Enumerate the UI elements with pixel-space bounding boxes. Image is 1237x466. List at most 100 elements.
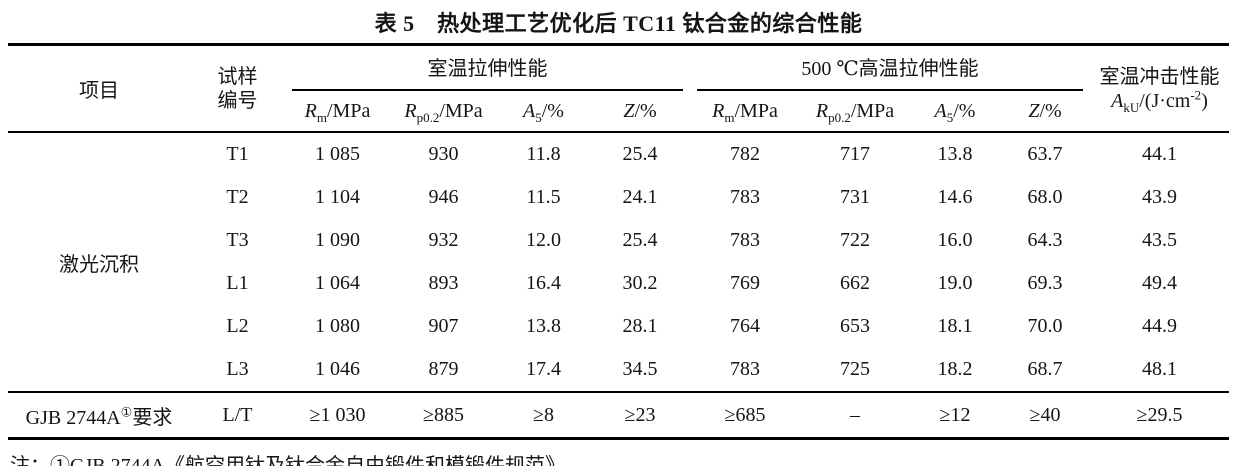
impact-unit: /(J·cm <box>1139 89 1191 112</box>
cell: ≥8 <box>497 391 590 439</box>
column-header-rp02-rt: Rp0.2/MPa <box>390 91 497 133</box>
cell: 34.5 <box>622 358 658 380</box>
cell: 907 <box>428 315 459 337</box>
symbol: R <box>404 99 417 122</box>
symbol: Z <box>623 99 635 122</box>
requirement-label: GJB 2744A <box>25 406 121 429</box>
cell: 1 104 <box>315 186 360 208</box>
unit: /MPa <box>734 99 778 122</box>
cell: ≥29.5 <box>1090 391 1229 439</box>
cell: 16.4 <box>526 272 561 294</box>
cell: – <box>800 391 910 439</box>
column-header-sample-line2: 编号 <box>217 89 258 112</box>
symbol-subscript: m <box>724 109 735 125</box>
symbol: Z <box>1028 99 1040 122</box>
cell: 782 <box>730 143 760 165</box>
cell: ≥685 <box>690 391 800 439</box>
sample-id-cell: L/T <box>190 391 285 439</box>
symbol-subscript: 5 <box>535 109 542 125</box>
requirement-row: GJB 2744A①要求 L/T ≥1 030 ≥885 ≥8 ≥23 ≥685… <box>8 391 1229 439</box>
column-header-z-ht: Z/% <box>1000 91 1090 133</box>
symbol: R <box>304 99 317 122</box>
cell: ≥40 <box>1000 391 1090 439</box>
cell: 49.4 <box>1142 272 1177 294</box>
sample-id-cell: T2 <box>226 186 249 208</box>
cell: 893 <box>428 272 459 294</box>
cell: 946 <box>428 186 459 208</box>
cell: 1 064 <box>315 272 360 294</box>
table-title: 表 5 热处理工艺优化后 TC11 钛合金的综合性能 <box>374 11 863 36</box>
requirement-label-cell: GJB 2744A①要求 <box>8 391 190 439</box>
column-header-sample-id: 试样 编号 <box>190 44 285 133</box>
cell: 1 090 <box>315 229 360 251</box>
cell: 68.7 <box>1027 358 1063 380</box>
symbol: A <box>934 99 947 122</box>
symbol: R <box>712 99 725 122</box>
table-row: T3 1 090 932 12.0 25.4 783 722 16.0 64.3… <box>8 219 1229 262</box>
unit: /MPa <box>327 99 371 122</box>
column-header-rm-rt: Rm/MPa <box>285 91 390 133</box>
cell: ≥885 <box>390 391 497 439</box>
cell: 1 080 <box>315 315 360 337</box>
sample-id-cell: L3 <box>226 358 249 380</box>
unit: /MPa <box>850 99 895 122</box>
table-footnote: 注：①GJB 2744A《航空用钛及钛合金自由锻件和模锻件规范》。 <box>10 455 576 466</box>
cell: 662 <box>840 272 870 294</box>
cell: 783 <box>730 229 760 251</box>
column-header-z-rt: Z/% <box>590 91 690 133</box>
cell: 69.3 <box>1027 272 1063 294</box>
cell: 43.5 <box>1142 229 1177 251</box>
cell: 731 <box>840 186 870 208</box>
cell: 1 046 <box>315 358 360 380</box>
impact-symbol-subscript: kU <box>1123 99 1140 115</box>
cell: ≥23 <box>590 391 690 439</box>
column-header-item: 项目 <box>8 44 190 133</box>
cell: 13.8 <box>526 315 561 337</box>
cell: 930 <box>428 143 459 165</box>
symbol-subscript: m <box>316 109 327 125</box>
table-row: T2 1 104 946 11.5 24.1 783 731 14.6 68.0… <box>8 176 1229 219</box>
cell: 68.0 <box>1027 186 1063 208</box>
cell: 14.6 <box>937 186 973 208</box>
cell: 769 <box>730 272 760 294</box>
group-header-room-temp-tensile-label: 室温拉伸性能 <box>292 46 683 91</box>
cell: 44.9 <box>1142 315 1177 337</box>
unit: /% <box>1039 99 1062 122</box>
cell: 783 <box>730 186 760 208</box>
column-header-impact-line1: 室温冲击性能 <box>1099 65 1220 88</box>
cell: 64.3 <box>1027 229 1063 251</box>
cell: 16.0 <box>937 229 973 251</box>
sample-id-cell: T3 <box>226 229 249 251</box>
column-header-rm-ht: Rm/MPa <box>690 91 800 133</box>
cell: ≥1 030 <box>285 391 390 439</box>
column-header-a5-rt: A5/% <box>497 91 590 133</box>
cell: 12.0 <box>526 229 561 251</box>
cell: 932 <box>428 229 459 251</box>
cell: 25.4 <box>622 229 658 251</box>
column-header-a5-ht: A5/% <box>910 91 1000 133</box>
symbol-subscript: p0.2 <box>416 109 440 125</box>
properties-table: 项目 试样 编号 室温拉伸性能 500 ℃高温拉伸性能 室温冲击性能 AkU/(… <box>8 43 1229 440</box>
cell: 18.1 <box>937 315 973 337</box>
impact-unit-close: ) <box>1201 89 1208 112</box>
cell: 717 <box>840 143 870 165</box>
unit: /% <box>953 99 976 122</box>
cell: 17.4 <box>526 358 561 380</box>
cell: ≥12 <box>910 391 1000 439</box>
sample-id-cell: L2 <box>226 315 249 337</box>
column-header-rp02-ht: Rp0.2/MPa <box>800 91 910 133</box>
symbol-subscript: p0.2 <box>828 109 851 125</box>
group-header-500c-tensile: 500 ℃高温拉伸性能 <box>690 45 1090 91</box>
cell: 24.1 <box>622 186 658 208</box>
unit: /MPa <box>439 99 483 122</box>
cell: 70.0 <box>1027 315 1063 337</box>
column-header-sample-line1: 试样 <box>217 65 258 88</box>
symbol: A <box>523 99 536 122</box>
header-sub-row: Rm/MPa Rp0.2/MPa A5/% Z/% Rm/MPa Rp0.2/M… <box>8 91 1229 133</box>
sample-id-cell: L1 <box>226 272 249 294</box>
cell: 43.9 <box>1142 186 1177 208</box>
symbol-subscript: 5 <box>946 109 954 125</box>
unit: /% <box>541 99 564 122</box>
header-group-row: 项目 试样 编号 室温拉伸性能 500 ℃高温拉伸性能 室温冲击性能 AkU/(… <box>8 44 1229 133</box>
